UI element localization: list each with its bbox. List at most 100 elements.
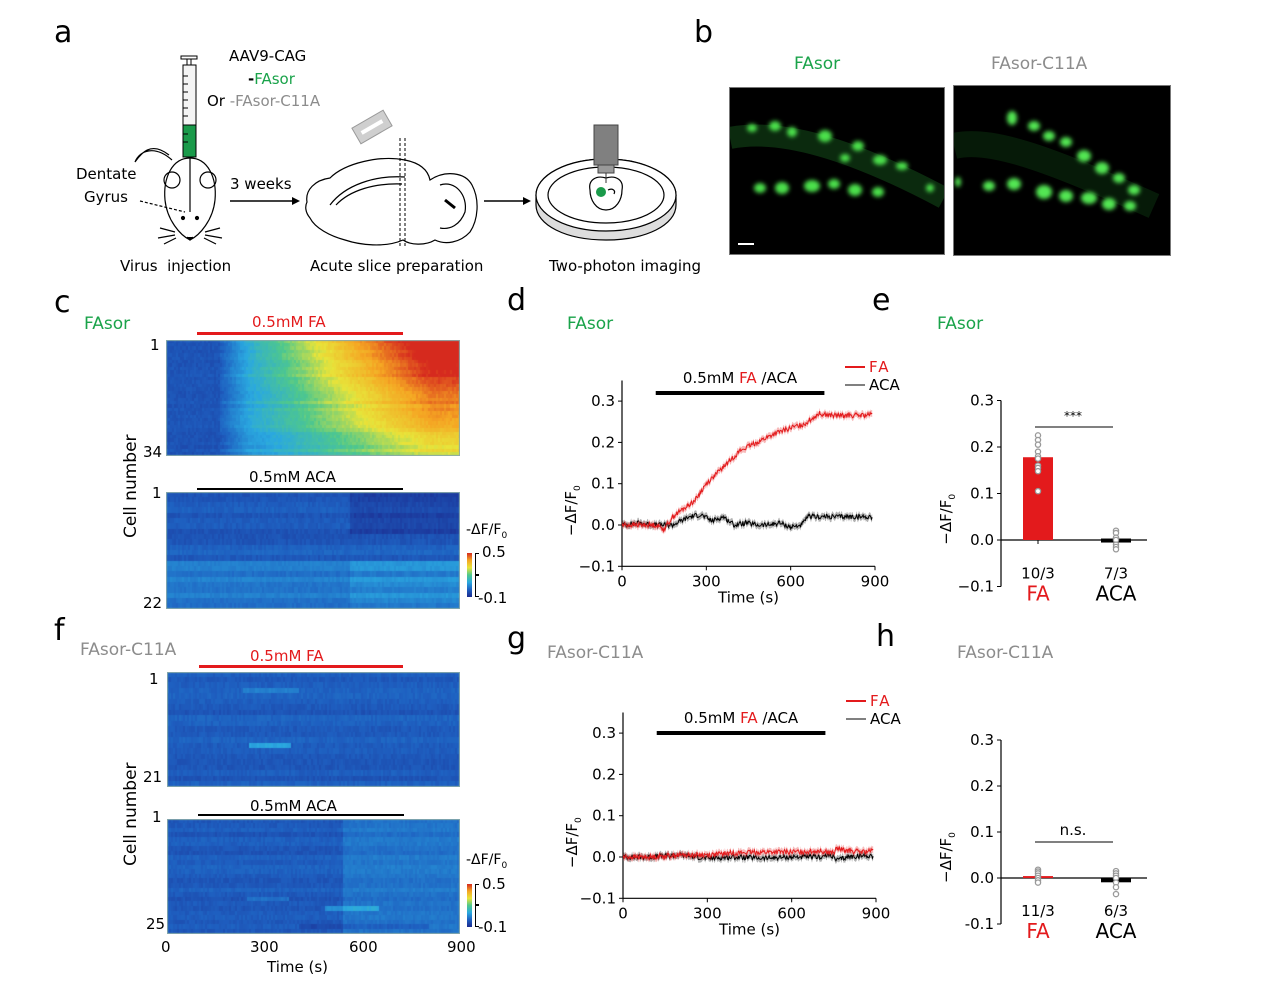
legend-fa-label: FA [869, 358, 891, 376]
significance-label: n.s. [1060, 821, 1087, 839]
gyrus-label: Gyrus [84, 188, 128, 206]
n-label: 6/3 [1104, 902, 1128, 920]
heatmap-f-aca [167, 819, 460, 934]
data-point [1112, 883, 1120, 891]
x-tick-label: 0 [617, 572, 627, 590]
panel-c-title: FAsor [84, 314, 131, 334]
stimulus-label-part: /ACA [758, 709, 799, 727]
heatmap-c-fa [166, 340, 460, 456]
x-tick-label: 300 [692, 572, 721, 590]
stimulus-label: 0.5mM FA /ACA [684, 709, 799, 727]
or-label: Or [207, 92, 230, 110]
y-axis-label-sub: 0 [948, 832, 958, 838]
y-tick-label: 0.3 [970, 392, 994, 410]
step-virus-injection: Virus injection [120, 257, 232, 275]
fasor-c11a-micrograph [953, 85, 1171, 256]
legend-aca-label: ACA [869, 376, 900, 394]
virus-construct-line1: AAV9-CAG [229, 47, 307, 65]
stimulus-label-part: FA [740, 709, 758, 727]
image2-title: FAsor-C11A [991, 54, 1088, 74]
panel-d-title: FAsor [567, 314, 614, 334]
data-point [1034, 441, 1042, 448]
colorbar-label-text: -ΔF/F [466, 852, 502, 868]
series-aca-line [621, 512, 873, 531]
x-tick-label: 600 [777, 904, 806, 922]
f-bottom-first-cell: 1 [152, 808, 162, 826]
dash: - [248, 70, 255, 88]
stimulus-bar [656, 731, 826, 735]
y-tick-label: 0.3 [591, 392, 615, 410]
series-fa-line [622, 845, 874, 861]
y-tick-label: 0.2 [592, 765, 616, 783]
stimulus-label-part: 0.5mM [683, 369, 739, 387]
c-colorbar-mid-tick [475, 574, 479, 576]
fasor-label: FAsor [254, 70, 295, 88]
category-label: FA [1026, 919, 1050, 943]
image1-title: FAsor [794, 54, 841, 74]
arrow-label-3-weeks: 3 weeks [230, 175, 292, 193]
c-colorbar-max: 0.5 [482, 543, 506, 561]
category-label: FA [1026, 582, 1050, 606]
y-tick-label: 0.3 [970, 731, 994, 749]
x-tick-label: 600 [776, 572, 805, 590]
heatmap-f-fa [167, 672, 460, 787]
virus-construct-line3: Or -FAsor-C11A [207, 92, 320, 110]
colorbar-label-sub: 0 [501, 860, 508, 871]
panel-f-fa-bar [199, 665, 403, 668]
legend-fa-label: FA [870, 692, 892, 710]
stimulus-label-part: FA [739, 369, 757, 387]
data-point [1112, 890, 1120, 898]
x-tick-label: 900 [862, 904, 891, 922]
y-tick-label: 0.1 [591, 475, 615, 493]
colorbar-label-sub: 0 [501, 530, 508, 541]
f-xtick-0: 0 [161, 938, 171, 956]
f-colorbar-mid-tick [475, 904, 479, 906]
x-axis-label: Time (s) [717, 588, 779, 606]
category-label: ACA [1096, 919, 1137, 943]
data-point [1034, 455, 1042, 462]
panel-letter-c: c [54, 285, 71, 320]
panel-c-aca-label: 0.5mM ACA [249, 468, 336, 486]
f-colorbar-bracket [475, 884, 479, 927]
panel-f-fa-label: 0.5mM FA [250, 647, 324, 665]
f-colorbar-min: -0.1 [478, 918, 508, 936]
f-colorbar [467, 884, 472, 927]
stimulus-label: 0.5mM FA /ACA [683, 369, 798, 387]
panel-letter-d: d [507, 283, 527, 318]
stimulus-label-part: /ACA [757, 369, 798, 387]
n-label: 11/3 [1021, 902, 1055, 920]
panel-c-fa-bar [197, 332, 403, 335]
f-xtick-600: 600 [349, 938, 378, 956]
y-tick-label: 0.0 [970, 531, 994, 549]
colorbar-label-text: -ΔF/F [466, 522, 502, 538]
y-tick-label: 0.1 [592, 807, 616, 825]
c-bottom-last-cell: 22 [143, 594, 163, 612]
data-point [1034, 467, 1042, 475]
step-slice-preparation: Acute slice preparation [310, 257, 484, 275]
y-axis-label-sub: 0 [948, 494, 958, 500]
panel-letter-e: e [872, 283, 891, 318]
heatmap-c-aca [166, 492, 460, 609]
c-bottom-first-cell: 1 [152, 484, 162, 502]
panel-letter-h: h [876, 619, 896, 654]
panel-h-title: FAsor-C11A [957, 643, 1054, 663]
panel-e-title: FAsor [937, 314, 984, 334]
y-axis-label: −ΔF/F0 [937, 494, 958, 545]
panel-c-aca-bar [197, 488, 403, 490]
f-colorbar-max: 0.5 [482, 875, 506, 893]
f-top-first-cell: 1 [149, 670, 159, 688]
y-tick-label: 0.0 [592, 848, 616, 866]
c-colorbar-label: -ΔF/F0 [466, 522, 507, 541]
y-tick-label: 0.0 [970, 869, 994, 887]
c-colorbar-min: -0.1 [478, 589, 508, 607]
fasor-micrograph [729, 87, 945, 255]
legend-aca-label: ACA [870, 710, 901, 728]
y-tick-label: 0.2 [591, 433, 615, 451]
data-point [1034, 879, 1042, 886]
panel-f-aca-bar [198, 814, 404, 816]
y-axis-label: −ΔF/F0 [937, 832, 958, 883]
panel-letter-g: g [507, 621, 527, 656]
